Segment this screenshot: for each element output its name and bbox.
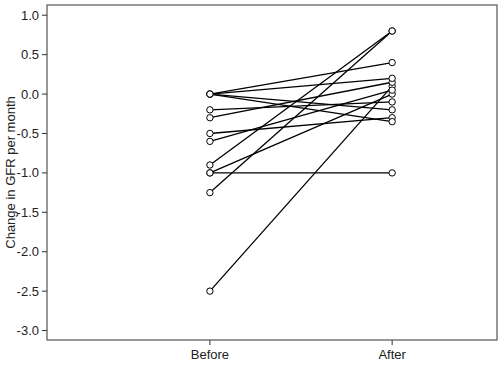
point: [389, 170, 395, 176]
y-tick-label: -2.5: [17, 284, 39, 299]
y-tick-label: -1.5: [17, 205, 39, 220]
point: [207, 107, 213, 113]
point: [389, 59, 395, 65]
series-line: [210, 90, 392, 141]
series-line: [210, 118, 392, 134]
point: [207, 170, 213, 176]
point: [207, 91, 213, 97]
series-line: [210, 78, 392, 94]
point: [389, 118, 395, 124]
y-tick-label: 1.0: [21, 8, 39, 23]
y-tick-label: 0.0: [21, 87, 39, 102]
point: [207, 91, 213, 97]
y-tick: [42, 133, 47, 134]
chart: -3.0 -2.5 -2.0 -1.5 -1.0 -0.5 0.0 0.5 1.0 Before A…: [0, 0, 500, 369]
point: [389, 87, 395, 93]
series-line: [210, 82, 392, 117]
y-tick: [42, 330, 47, 331]
point: [207, 162, 213, 168]
series-line: [210, 31, 392, 165]
point: [207, 91, 213, 97]
point: [389, 28, 395, 34]
y-axis-label: Change in GFR per month: [3, 96, 18, 248]
y-tick-label: 0.5: [21, 47, 39, 62]
y-tick: [42, 172, 47, 173]
series-line: [210, 102, 392, 110]
y-tick-label: -1.0: [17, 165, 39, 180]
x-tick-label: Before: [191, 347, 229, 362]
x-tick-label: After: [378, 347, 406, 362]
point: [389, 75, 395, 81]
series-line: [210, 86, 392, 291]
y-tick: [42, 251, 47, 252]
series-line: [210, 63, 392, 95]
point: [389, 28, 395, 34]
point: [207, 91, 213, 97]
point: [207, 288, 213, 294]
series-line: [210, 172, 392, 173]
y-tick: [42, 94, 47, 95]
plot-area: [207, 28, 396, 295]
y-tick: [42, 291, 47, 292]
point: [389, 107, 395, 113]
x-tick: [392, 340, 393, 345]
point: [389, 99, 395, 105]
point: [207, 170, 213, 176]
y-tick: [42, 212, 47, 213]
series-line: [210, 94, 392, 122]
point: [207, 138, 213, 144]
x-tick: [209, 340, 210, 345]
plot-frame: [47, 5, 497, 340]
point: [207, 115, 213, 121]
point: [207, 189, 213, 195]
y-tick-label: -0.5: [17, 126, 39, 141]
y-tick: [42, 54, 47, 55]
y-tick-label: -2.0: [17, 244, 39, 259]
y-tick: [42, 15, 47, 16]
y-tick-label: -3.0: [17, 323, 39, 338]
point: [207, 130, 213, 136]
series-line: [210, 31, 392, 193]
